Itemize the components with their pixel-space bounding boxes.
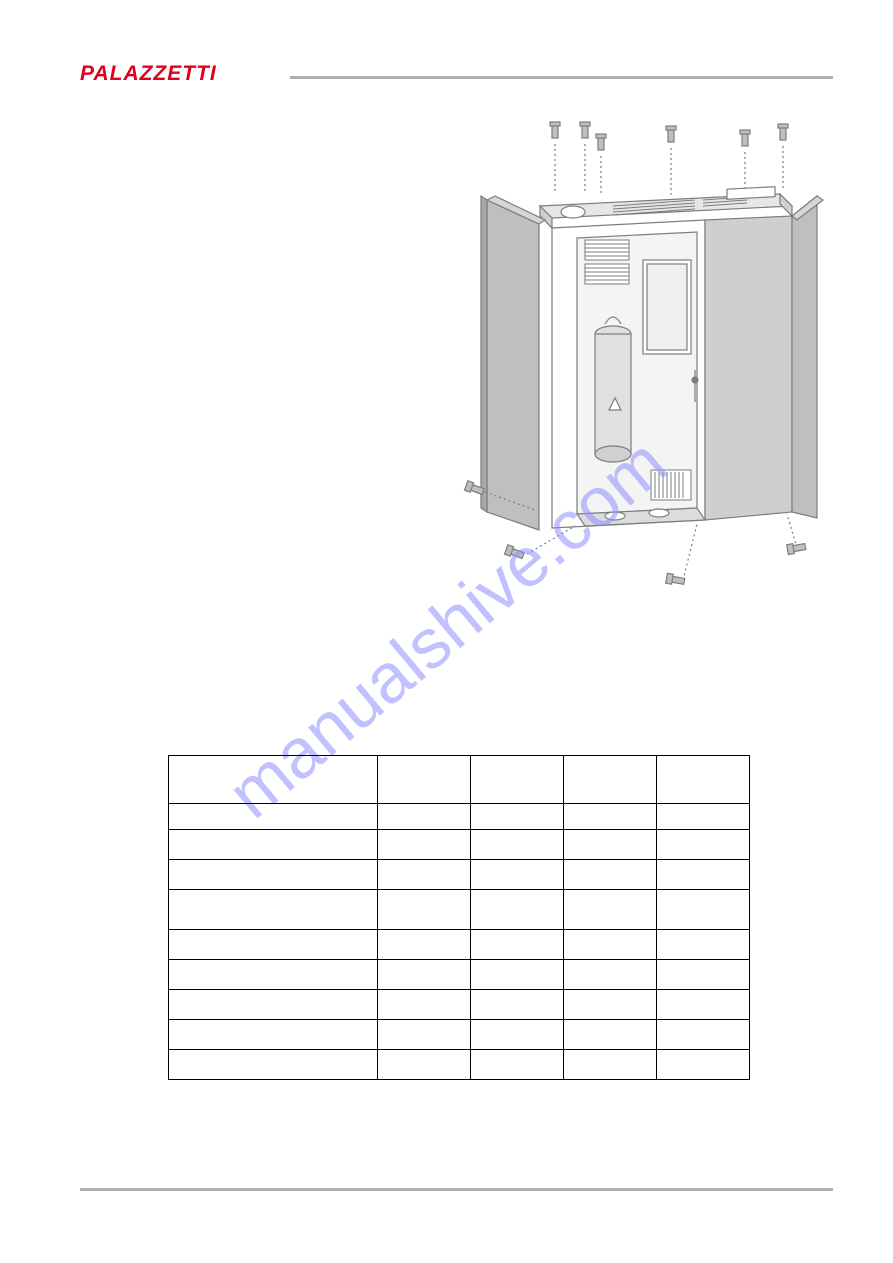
table-cell	[378, 830, 471, 860]
table-cell	[169, 860, 378, 890]
brand-logo: PALAZZETTI	[80, 62, 217, 85]
header-rule	[290, 76, 833, 79]
table-cell	[378, 960, 471, 990]
table-cell	[471, 990, 564, 1020]
page-header: PALAZZETTI	[80, 62, 833, 90]
table-row	[169, 860, 750, 890]
table-cell	[564, 960, 657, 990]
exploded-diagram	[445, 110, 825, 600]
table-row	[169, 1050, 750, 1080]
table-cell	[471, 756, 564, 804]
spec-table	[168, 755, 750, 1080]
left-door	[487, 200, 539, 530]
table-cell	[169, 1020, 378, 1050]
table-cell	[564, 756, 657, 804]
table-cell	[378, 890, 471, 930]
top-fasteners	[550, 122, 788, 198]
diagram-svg	[445, 110, 825, 600]
table-row	[169, 756, 750, 804]
table-cell	[169, 830, 378, 860]
table-cell	[378, 756, 471, 804]
table-cell	[657, 756, 750, 804]
page: PALAZZETTI	[0, 0, 893, 1263]
table-cell	[564, 890, 657, 930]
table-cell	[657, 1020, 750, 1050]
table-cell	[657, 804, 750, 830]
table-row	[169, 804, 750, 830]
table-cell	[564, 804, 657, 830]
table-cell	[169, 960, 378, 990]
table-row	[169, 960, 750, 990]
table-cell	[471, 1050, 564, 1080]
table-cell	[657, 1050, 750, 1080]
table-cell	[378, 804, 471, 830]
table-cell	[378, 1050, 471, 1080]
cabinet-body	[540, 187, 807, 528]
table-cell	[471, 860, 564, 890]
table-cell	[471, 930, 564, 960]
table-cell	[471, 804, 564, 830]
table-row	[169, 1020, 750, 1050]
table-cell	[169, 756, 378, 804]
table-cell	[657, 960, 750, 990]
table-cell	[657, 860, 750, 890]
table-cell	[657, 890, 750, 930]
table-cell	[657, 990, 750, 1020]
table-cell	[378, 990, 471, 1020]
table-row	[169, 930, 750, 960]
table-cell	[471, 890, 564, 930]
table-row	[169, 830, 750, 860]
table-cell	[169, 1050, 378, 1080]
footer-rule	[80, 1188, 833, 1191]
table-cell	[564, 860, 657, 890]
table-cell	[657, 830, 750, 860]
table-cell	[564, 1050, 657, 1080]
table-cell	[657, 930, 750, 960]
table-row	[169, 890, 750, 930]
table-cell	[169, 930, 378, 960]
table-cell	[169, 990, 378, 1020]
table-cell	[471, 1020, 564, 1050]
table-cell	[564, 930, 657, 960]
table-row	[169, 990, 750, 1020]
table-cell	[471, 830, 564, 860]
table-cell	[378, 860, 471, 890]
table-cell	[564, 1020, 657, 1050]
right-door	[792, 196, 817, 518]
table-cell	[378, 930, 471, 960]
table-cell	[378, 1020, 471, 1050]
table-cell	[169, 890, 378, 930]
table-cell	[564, 990, 657, 1020]
data-table	[168, 755, 750, 1080]
table-cell	[471, 960, 564, 990]
table-cell	[169, 804, 378, 830]
table-cell	[564, 830, 657, 860]
